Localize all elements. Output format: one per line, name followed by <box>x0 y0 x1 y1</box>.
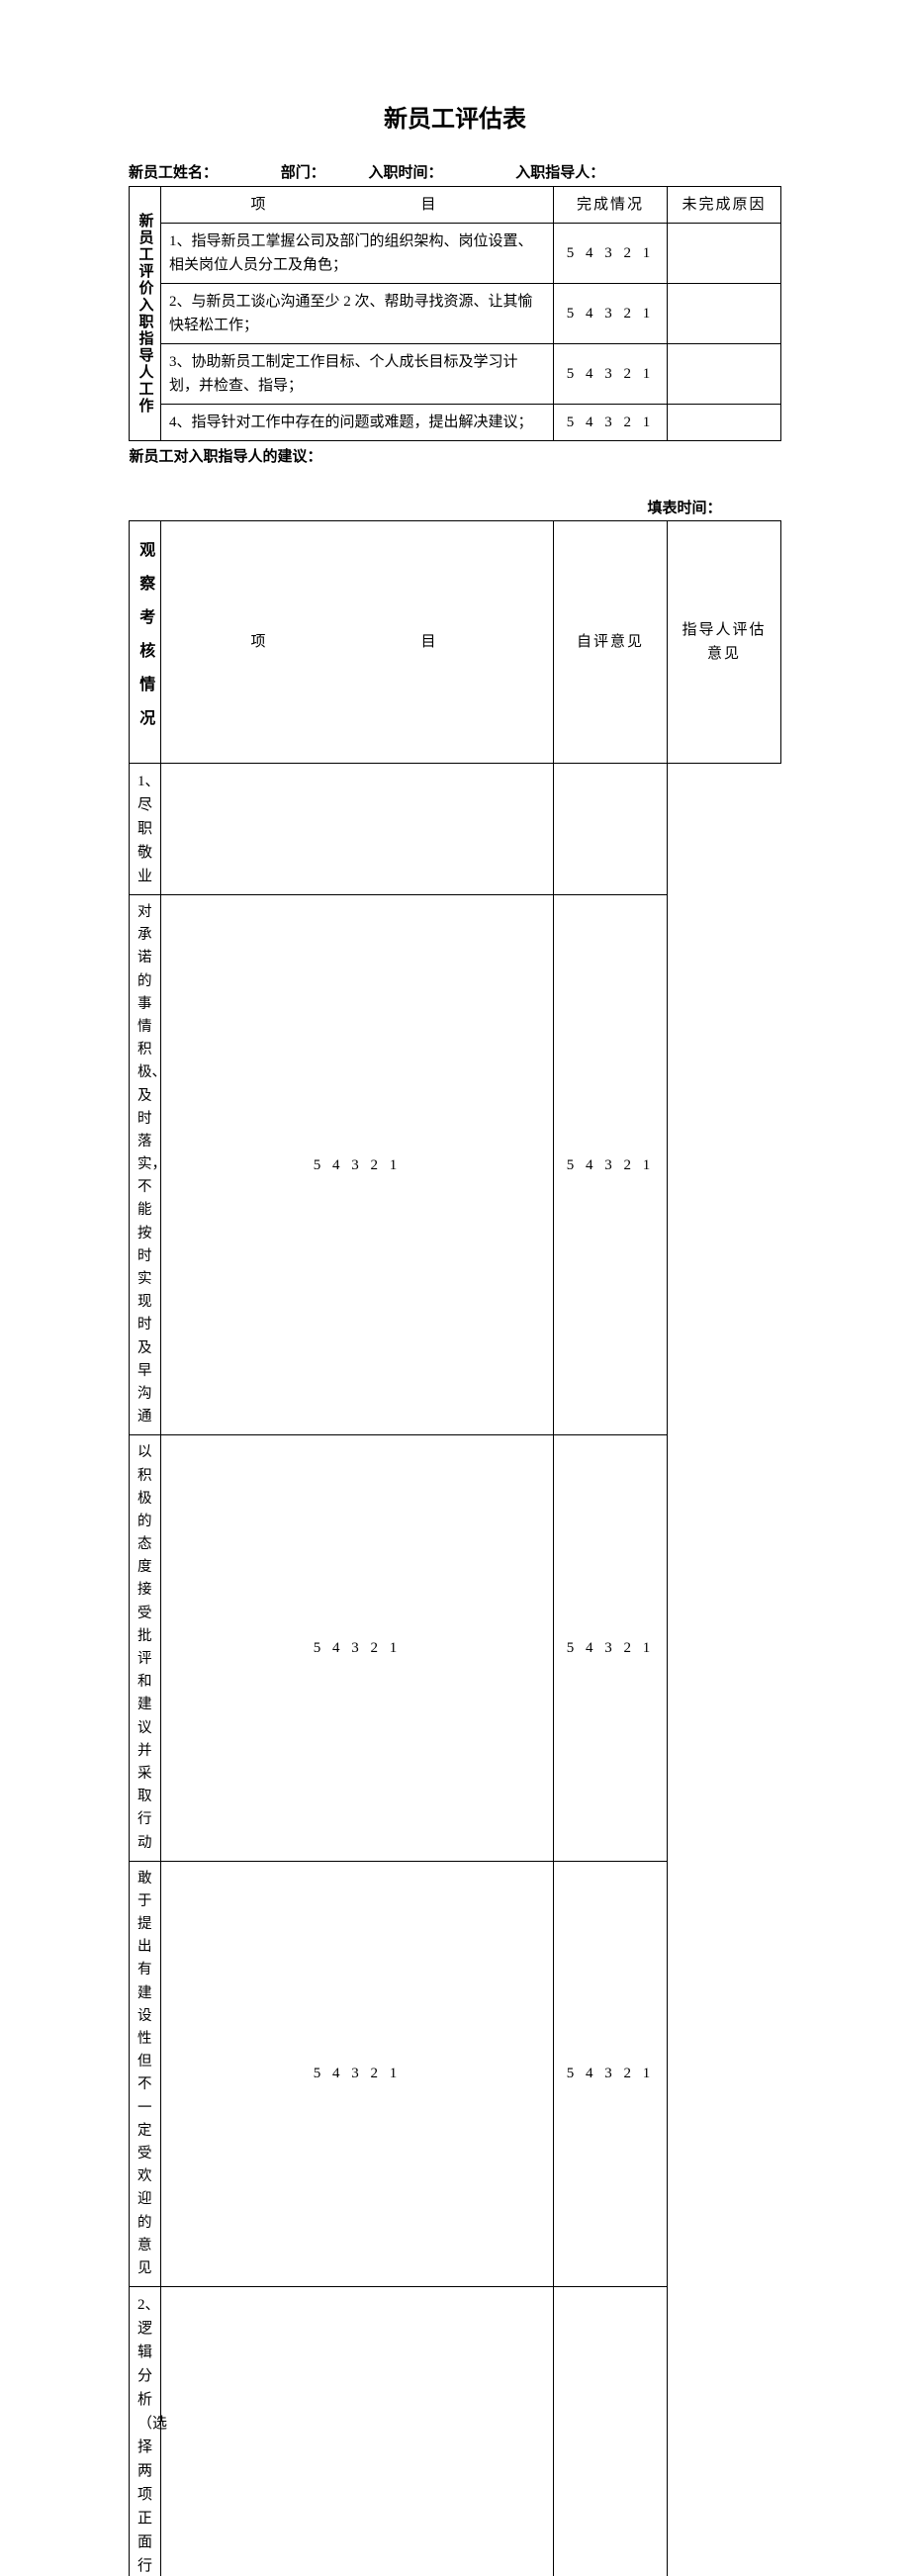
col-reason: 未完成原因 <box>668 187 781 224</box>
rating-scale[interactable]: 5 4 3 2 1 <box>567 1157 655 1173</box>
rating-scale[interactable]: 5 4 3 2 1 <box>567 414 655 430</box>
item-text: 4、指导针对工作中存在的问题或难题，提出解决建议； <box>161 405 554 441</box>
vheader-2: 观察考核情况 <box>130 521 161 764</box>
name-label: 新员工姓名： <box>129 161 218 182</box>
meta-row: 新员工姓名： 部门： 入职时间： 入职指导人： <box>129 161 781 182</box>
rating-scale[interactable]: 5 4 3 2 1 <box>567 306 655 322</box>
rating-scale[interactable]: 5 4 3 2 1 <box>314 1640 402 1656</box>
table-row: 1、尽职敬业 <box>130 764 781 895</box>
mentor-rating-cell[interactable]: 5 4 3 2 1 <box>554 1861 668 2286</box>
mentor-rating-cell <box>554 2287 668 2576</box>
table-row: 3、协助新员工制定工作目标、个人成长目标及学习计划，并检查、指导； 5 4 3 … <box>130 344 781 405</box>
table-row: 2、逻辑分析（选择两项正面行为） <box>130 2287 781 2576</box>
suggestion-label: 新员工对入职指导人的建议： <box>130 445 781 469</box>
col-status: 完成情况 <box>554 187 668 224</box>
item-text: 对承诺的事情积极、及时落实，不能按时实现时及早沟通 <box>130 895 161 1435</box>
item-text: 敢于提出有建设性但不一定受欢迎的意见 <box>130 1861 161 2286</box>
item-text: 以积极的态度接受批评和建议并采取行动 <box>130 1435 161 1861</box>
self-rating-cell <box>161 2287 554 2576</box>
reason-cell[interactable] <box>668 405 781 441</box>
reason-cell[interactable] <box>668 284 781 344</box>
item-text: 1、指导新员工掌握公司及部门的组织架构、岗位设置、相关岗位人员分工及角色； <box>161 224 554 284</box>
rating-scale[interactable]: 5 4 3 2 1 <box>567 1640 655 1656</box>
item-text: 2、与新员工谈心沟通至少 2 次、帮助寻找资源、让其愉快轻松工作； <box>161 284 554 344</box>
table-row: 对承诺的事情积极、及时落实，不能按时实现时及早沟通 5 4 3 2 1 5 4 3 … <box>130 895 781 1435</box>
table-row: 以积极的态度接受批评和建议并采取行动 5 4 3 2 1 5 4 3 2 1 <box>130 1435 781 1861</box>
mentor-label: 入职指导人： <box>515 161 604 182</box>
col-item-2: 项 目 <box>161 521 554 764</box>
self-rating-cell[interactable]: 5 4 3 2 1 <box>161 1861 554 2286</box>
item-text: 2、逻辑分析（选择两项正面行为） <box>130 2287 161 2576</box>
dept-label: 部门： <box>281 161 325 182</box>
fill-time-label: 填表时间： <box>130 497 781 520</box>
col-item-1: 项 目 <box>161 187 554 224</box>
reason-cell[interactable] <box>668 344 781 405</box>
rating-scale[interactable]: 5 4 3 2 1 <box>567 2066 655 2081</box>
self-rating-cell <box>161 764 554 895</box>
item-text: 3、协助新员工制定工作目标、个人成长目标及学习计划，并检查、指导； <box>161 344 554 405</box>
self-rating-cell[interactable]: 5 4 3 2 1 <box>161 895 554 1435</box>
table-row: 4、指导针对工作中存在的问题或难题，提出解决建议； 5 4 3 2 1 <box>130 405 781 441</box>
table-mentor-eval: 新员工评价入职指导人工作 项 目 完成情况 未完成原因 1、指导新员工掌握公司及… <box>129 186 781 2576</box>
vheader-1: 新员工评价入职指导人工作 <box>130 187 161 441</box>
self-rating-cell[interactable]: 5 4 3 2 1 <box>161 1435 554 1861</box>
table-row: 1、指导新员工掌握公司及部门的组织架构、岗位设置、相关岗位人员分工及角色； 5 … <box>130 224 781 284</box>
rating-scale[interactable]: 5 4 3 2 1 <box>567 366 655 382</box>
mentor-rating-cell[interactable]: 5 4 3 2 1 <box>554 895 668 1435</box>
date-label: 入职时间： <box>369 161 443 182</box>
mentor-rating-cell <box>554 764 668 895</box>
table-row: 2、与新员工谈心沟通至少 2 次、帮助寻找资源、让其愉快轻松工作； 5 4 3 … <box>130 284 781 344</box>
reason-cell[interactable] <box>668 224 781 284</box>
rating-scale[interactable]: 5 4 3 2 1 <box>567 245 655 261</box>
item-text: 1、尽职敬业 <box>130 764 161 895</box>
mentor-rating-cell[interactable]: 5 4 3 2 1 <box>554 1435 668 1861</box>
col-mentor: 指导人评估意见 <box>668 521 781 764</box>
page-title: 新员工评估表 <box>129 99 781 134</box>
col-self: 自评意见 <box>554 521 668 764</box>
rating-scale[interactable]: 5 4 3 2 1 <box>314 1157 402 1173</box>
table-row: 敢于提出有建设性但不一定受欢迎的意见 5 4 3 2 1 5 4 3 2 1 <box>130 1861 781 2286</box>
rating-scale[interactable]: 5 4 3 2 1 <box>314 2066 402 2081</box>
